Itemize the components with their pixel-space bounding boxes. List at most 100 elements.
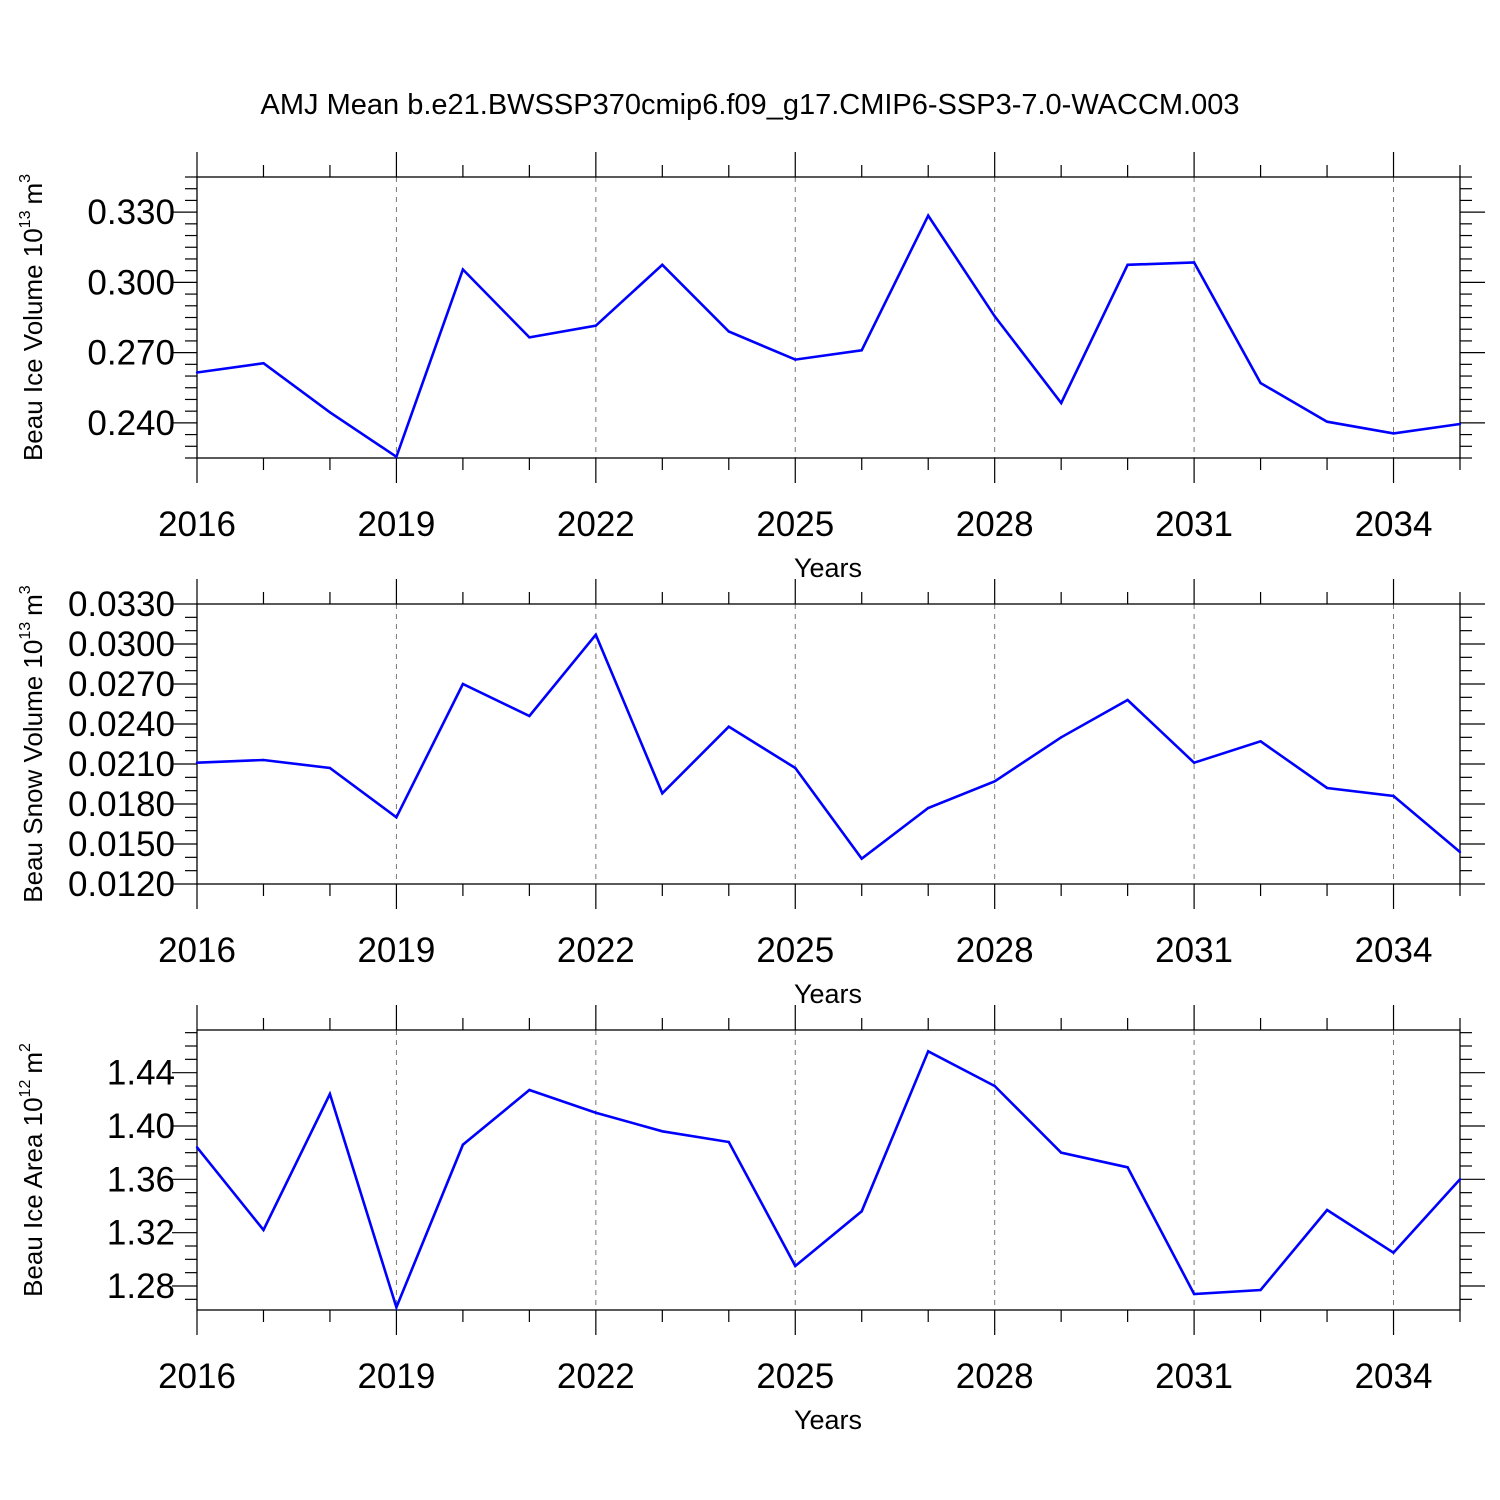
y-axis: 0.01200.01500.01800.02100.02400.02700.03… [68,585,1485,904]
y-axis: 1.28 1.32 1.36 1.40 1.44 [107,1032,1485,1306]
plot-frame [196,176,1461,459]
panel-1: 2016 2019 2022 2025 2028 2031 2034Years0.2400.… [17,152,1485,583]
x-tick-label: 2022 [557,505,635,544]
data-point [661,1130,664,1133]
y-tick-label: 0.0150 [68,825,175,864]
y-tick-label: 0.330 [87,193,175,232]
x-tick-label: 2031 [1155,931,1233,970]
data-point [195,371,199,374]
x-axis: 2016 2019 2022 2025 2028 2031 2034 [158,579,1461,970]
data-point [262,758,265,762]
data-point [993,315,996,318]
panel-2: 2016 2019 2022 2025 2028 2031 2034 Years 0.01200… [17,579,1485,1009]
series-line [196,212,1461,459]
data-point [1325,420,1329,423]
x-tick-label: 2034 [1355,931,1433,970]
y-axis-label-unit: m [18,594,48,616]
data-point [461,682,465,686]
y-tick-label: 1.32 [107,1214,175,1253]
x-tick-label: 2034 [1355,1357,1433,1396]
plot-frame [196,603,1461,885]
data-point [1126,698,1129,702]
data-point [262,1228,265,1232]
data-point [1059,736,1063,739]
y-axis-label-exponent: 12 [17,1080,34,1098]
y-tick-label: 0.0180 [68,785,175,824]
y-tick-label: 1.44 [107,1054,175,1093]
data-point [528,714,531,718]
data-point [395,1306,398,1309]
y-tick-label: 0.0270 [68,665,175,704]
x-tick-label: 2019 [357,505,435,544]
data-point [1192,761,1196,764]
data-point [727,330,730,333]
data-point [927,214,930,217]
data-point [661,263,664,267]
y-axis: 0.240 0.270 0.300 0.330 [87,176,1485,459]
y-tick-label: 1.40 [107,1107,175,1146]
x-tick-label: 2025 [756,1357,834,1396]
y-tick-label: 0.240 [87,404,175,443]
data-point [1259,381,1262,385]
data-point [328,1092,332,1096]
x-axis-label: Years [794,1405,862,1435]
data-point [1126,1166,1129,1169]
y-tick-label: 0.300 [87,263,175,302]
data-point [1458,850,1462,854]
y-axis-label-unit: m [18,1052,48,1074]
data-point [727,725,730,728]
panel-3: 2016 2019 2022 2025 2028 2031 2034 Years 1.28 1.3… [17,1005,1485,1435]
x-tick-label: 2025 [756,931,834,970]
data-point [528,336,531,339]
x-tick-label: 2034 [1355,505,1433,544]
series-line [196,632,1461,861]
x-tick-label: 2016 [158,1357,236,1396]
data-point [594,1111,598,1114]
x-axis-label: Years [794,553,862,583]
data-point [1458,422,1462,426]
data-point [1325,786,1329,790]
x-axis-label: Years [794,979,862,1009]
data-point [993,780,996,783]
data-point [461,268,465,271]
data-point [1192,1292,1196,1296]
x-axis: 2016 2019 2022 2025 2028 2031 2034 [158,152,1461,544]
y-axis-label-exponent: 13 [17,622,34,640]
data-point [1259,1288,1262,1292]
data-point [1458,1178,1462,1181]
series-line [195,1049,1461,1312]
data-point [1325,1208,1329,1212]
x-tick-label: 2022 [557,931,635,970]
x-tick-label: 2016 [158,505,236,544]
x-tick-label: 2028 [956,931,1034,970]
data-point [1059,401,1063,405]
data-point [727,1140,730,1144]
x-tick-label: 2019 [357,931,435,970]
y-axis-label: Beau Ice Volume 1013 m3 [17,174,48,461]
data-point [1126,263,1129,267]
data-point [395,816,398,819]
y-tick-label: 0.0240 [68,705,175,744]
data-point [1392,432,1395,435]
panels: 2016 2019 2022 2025 2028 2031 2034 Years 0.240 0.… [17,152,1485,1435]
data-point [328,411,332,414]
data-point [461,1143,465,1146]
y-tick-label: 0.0300 [68,625,175,664]
data-point [395,455,398,459]
x-tick-label: 2022 [557,1357,635,1396]
x-tick-label: 2031 [1155,1357,1233,1396]
y-axis-label-unit-exponent: 2 [17,1043,34,1052]
data-point [860,857,863,860]
data-point [528,1088,531,1092]
x-tick-label: 2016 [158,931,236,970]
x-tick-label: 2031 [1155,505,1233,544]
y-axis-label-text: Beau Ice Volume 10 [18,228,48,461]
data-point [594,633,598,636]
data-point [794,358,797,361]
data-point [1059,1151,1063,1154]
data-point [1192,261,1196,264]
x-tick-label: 2019 [357,1357,435,1396]
data-point [794,766,797,770]
data-point [927,1050,930,1053]
